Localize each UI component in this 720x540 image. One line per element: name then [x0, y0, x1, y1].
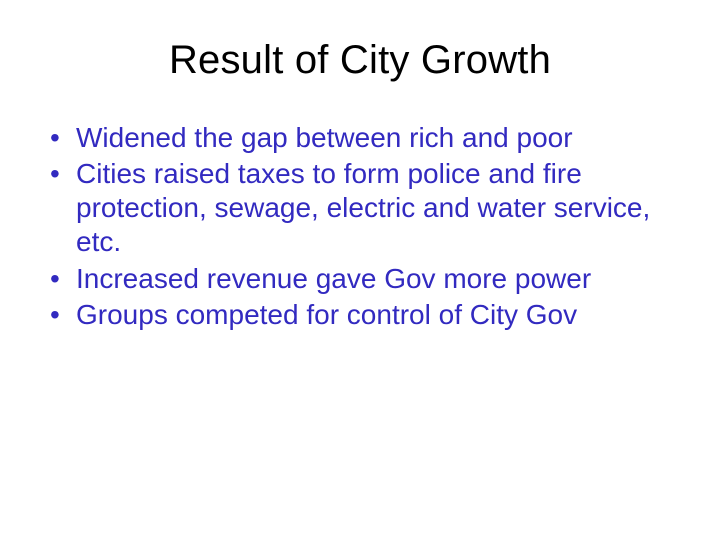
list-item: Groups competed for control of City Gov [46, 298, 674, 332]
bullet-list: Widened the gap between rich and poor Ci… [40, 121, 680, 332]
slide: Result of City Growth Widened the gap be… [0, 0, 720, 540]
slide-title: Result of City Growth [40, 38, 680, 83]
list-item: Increased revenue gave Gov more power [46, 262, 674, 296]
list-item: Widened the gap between rich and poor [46, 121, 674, 155]
list-item: Cities raised taxes to form police and f… [46, 157, 674, 259]
